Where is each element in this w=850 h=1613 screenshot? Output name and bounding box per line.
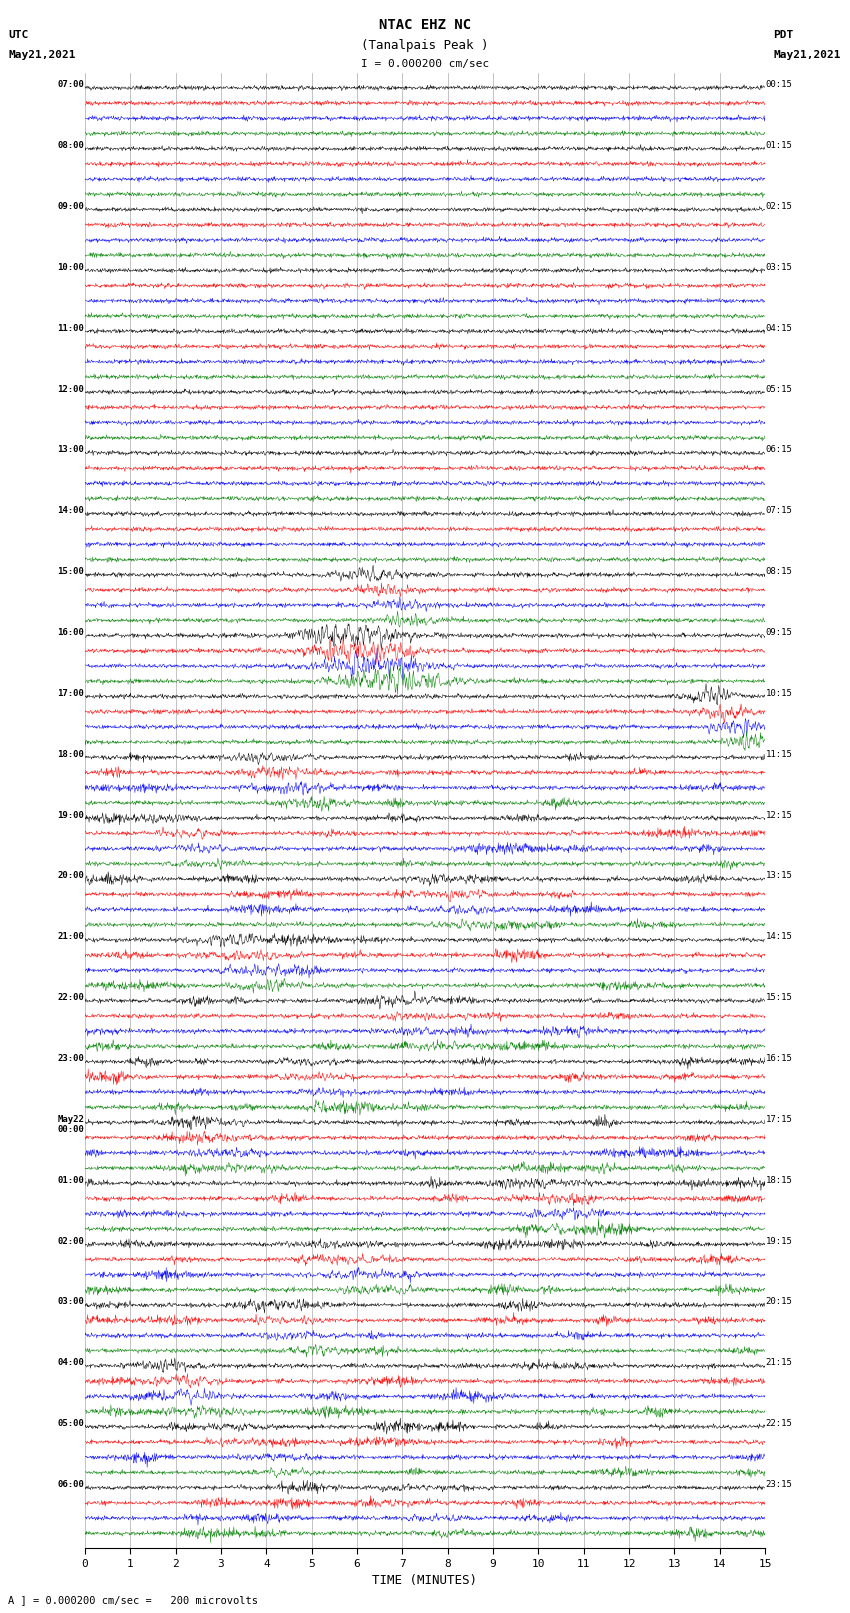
Text: 15:15: 15:15 <box>766 994 792 1002</box>
Text: 10:15: 10:15 <box>766 689 792 698</box>
Text: 00:15: 00:15 <box>766 81 792 89</box>
Text: 05:15: 05:15 <box>766 384 792 394</box>
Text: 01:15: 01:15 <box>766 140 792 150</box>
Text: 23:15: 23:15 <box>766 1481 792 1489</box>
Text: 12:00: 12:00 <box>58 384 84 394</box>
Text: 09:00: 09:00 <box>58 202 84 211</box>
Text: 14:15: 14:15 <box>766 932 792 942</box>
Text: 17:00: 17:00 <box>58 689 84 698</box>
Text: NTAC EHZ NC: NTAC EHZ NC <box>379 18 471 32</box>
Text: 11:00: 11:00 <box>58 324 84 332</box>
Text: 11:15: 11:15 <box>766 750 792 758</box>
Text: 10:00: 10:00 <box>58 263 84 271</box>
Text: May21,2021: May21,2021 <box>8 50 76 60</box>
Text: 07:15: 07:15 <box>766 506 792 515</box>
Text: 08:00: 08:00 <box>58 140 84 150</box>
Text: 12:15: 12:15 <box>766 811 792 819</box>
X-axis label: TIME (MINUTES): TIME (MINUTES) <box>372 1574 478 1587</box>
Text: 06:15: 06:15 <box>766 445 792 455</box>
Text: 09:15: 09:15 <box>766 627 792 637</box>
Text: 16:00: 16:00 <box>58 627 84 637</box>
Text: May22
00:00: May22 00:00 <box>58 1115 84 1134</box>
Text: 18:15: 18:15 <box>766 1176 792 1184</box>
Text: PDT: PDT <box>774 31 794 40</box>
Text: 03:00: 03:00 <box>58 1297 84 1307</box>
Text: 01:00: 01:00 <box>58 1176 84 1184</box>
Text: 17:15: 17:15 <box>766 1115 792 1124</box>
Text: 21:00: 21:00 <box>58 932 84 942</box>
Text: 15:00: 15:00 <box>58 568 84 576</box>
Text: 07:00: 07:00 <box>58 81 84 89</box>
Text: 19:15: 19:15 <box>766 1237 792 1245</box>
Text: 02:00: 02:00 <box>58 1237 84 1245</box>
Text: 20:15: 20:15 <box>766 1297 792 1307</box>
Text: 13:00: 13:00 <box>58 445 84 455</box>
Text: I = 0.000200 cm/sec: I = 0.000200 cm/sec <box>361 60 489 69</box>
Text: 22:00: 22:00 <box>58 994 84 1002</box>
Text: 02:15: 02:15 <box>766 202 792 211</box>
Text: 16:15: 16:15 <box>766 1053 792 1063</box>
Text: 19:00: 19:00 <box>58 811 84 819</box>
Text: 14:00: 14:00 <box>58 506 84 515</box>
Text: UTC: UTC <box>8 31 29 40</box>
Text: 22:15: 22:15 <box>766 1419 792 1428</box>
Text: 18:00: 18:00 <box>58 750 84 758</box>
Text: 06:00: 06:00 <box>58 1481 84 1489</box>
Text: 03:15: 03:15 <box>766 263 792 271</box>
Text: 04:15: 04:15 <box>766 324 792 332</box>
Text: 20:00: 20:00 <box>58 871 84 881</box>
Text: 08:15: 08:15 <box>766 568 792 576</box>
Text: (Tanalpais Peak ): (Tanalpais Peak ) <box>361 39 489 52</box>
Text: 04:00: 04:00 <box>58 1358 84 1368</box>
Text: 23:00: 23:00 <box>58 1053 84 1063</box>
Text: A ] = 0.000200 cm/sec =   200 microvolts: A ] = 0.000200 cm/sec = 200 microvolts <box>8 1595 258 1605</box>
Text: 21:15: 21:15 <box>766 1358 792 1368</box>
Text: May21,2021: May21,2021 <box>774 50 841 60</box>
Text: 13:15: 13:15 <box>766 871 792 881</box>
Text: 05:00: 05:00 <box>58 1419 84 1428</box>
